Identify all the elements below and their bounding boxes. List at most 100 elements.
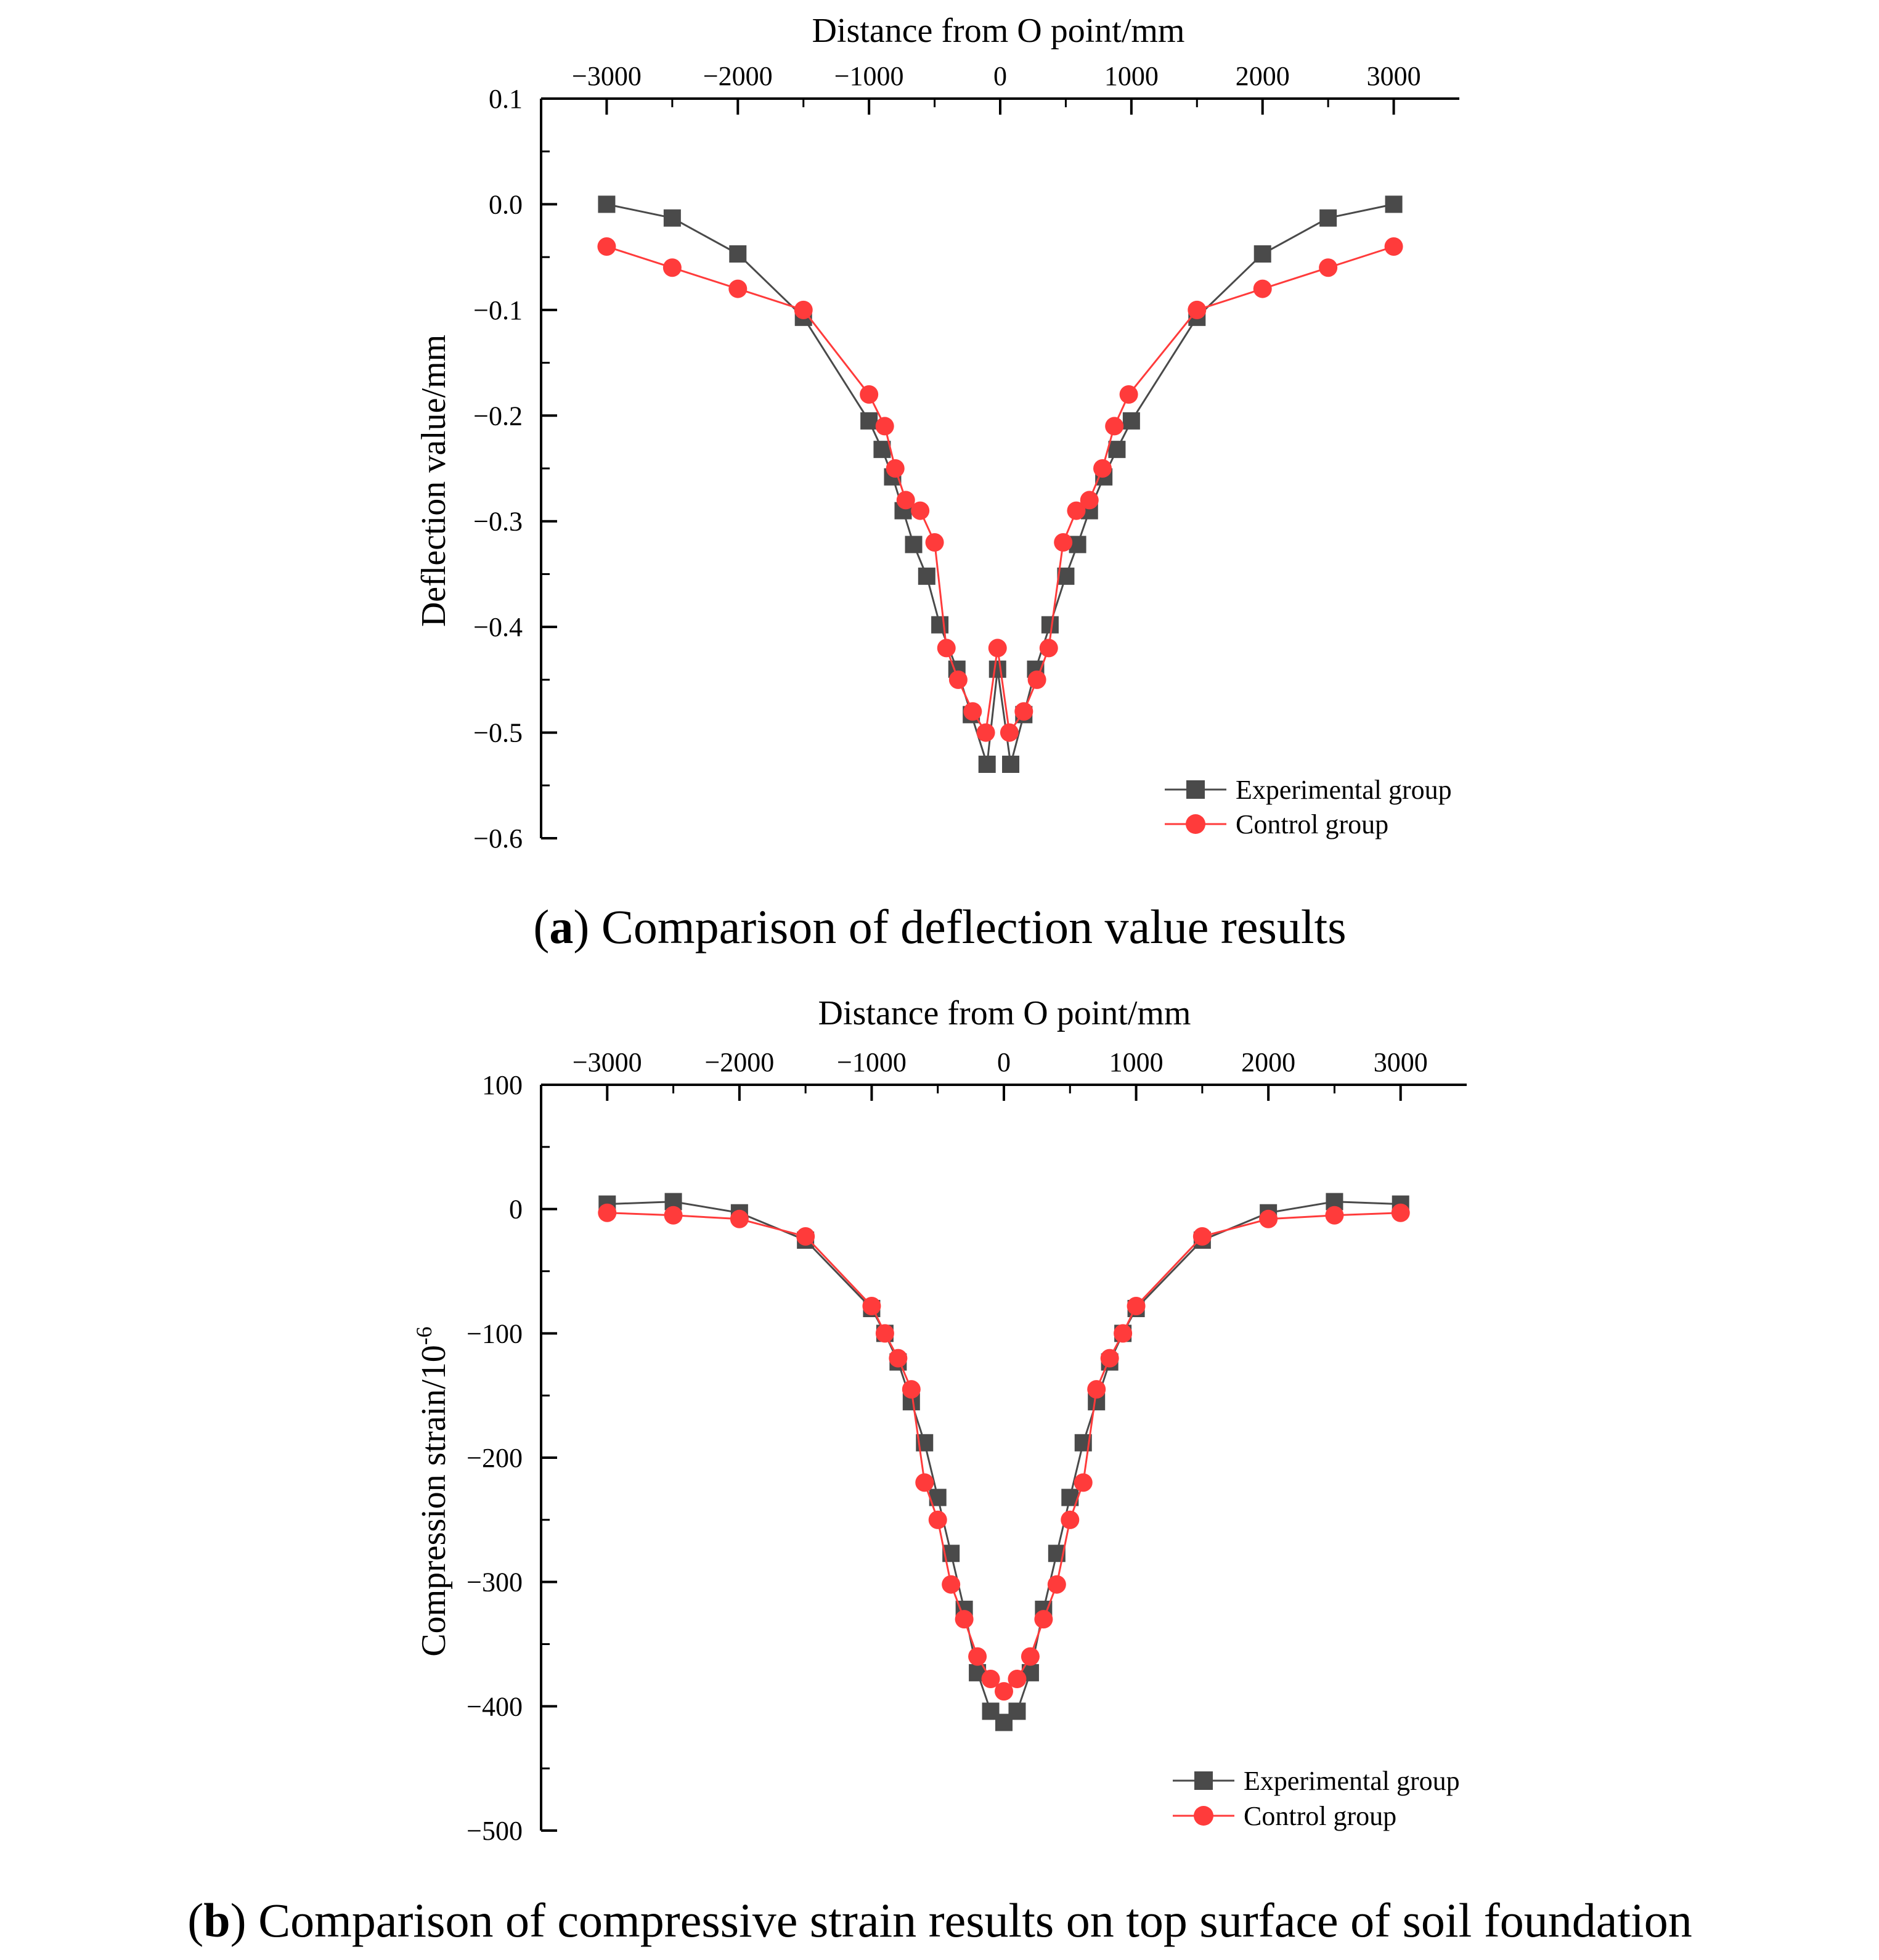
data-point-circle [942, 1575, 961, 1594]
data-point-circle [1127, 1296, 1146, 1315]
data-point-circle [1034, 1610, 1053, 1629]
data-point-circle [1114, 1324, 1133, 1343]
legend-label-experimental: Experimental group [1244, 1766, 1460, 1796]
data-point-square [1385, 195, 1403, 213]
data-point-circle [889, 1349, 908, 1368]
data-point-circle [662, 258, 682, 277]
panel-a-deflection-chart: Distance from O point/mm Deflection valu… [415, 12, 1459, 953]
data-point-square [931, 616, 949, 634]
data-point-square [873, 441, 891, 459]
panel-caption: (a) Comparison of deflection value resul… [533, 900, 1346, 953]
data-point-circle [1054, 533, 1073, 552]
data-point-circle [1008, 1669, 1027, 1688]
caption-letter: a [549, 900, 573, 953]
x-tick-label: −1000 [834, 61, 904, 91]
data-point-circle [1319, 258, 1338, 277]
data-point-square [1008, 1702, 1026, 1720]
data-point-circle [955, 1610, 974, 1629]
legend-marker-circle [1194, 1806, 1213, 1826]
caption-text: Comparison of deflection value results [589, 900, 1346, 953]
y-axis-title-base: Compression strain/10 [415, 1345, 453, 1657]
data-point-circle [1093, 459, 1112, 478]
y-tick-label: −0.6 [473, 823, 523, 854]
data-point-circle [1253, 279, 1272, 298]
data-point-square [729, 245, 747, 263]
legend-item-experimental: Experimental group [1173, 1766, 1460, 1796]
data-point-circle [1039, 639, 1058, 658]
data-point-square [1002, 756, 1020, 773]
x-tick-label: −2000 [703, 61, 773, 91]
data-point-circle [730, 1209, 749, 1228]
x-tick-label: 2000 [1236, 61, 1290, 91]
data-point-circle [875, 417, 894, 436]
data-point-circle [1384, 237, 1403, 256]
data-point-circle [1047, 1575, 1066, 1594]
data-point-square [988, 660, 1006, 678]
caption-close-paren: ) [230, 1893, 247, 1947]
data-point-square [1253, 245, 1271, 263]
data-point-circle [598, 1203, 617, 1222]
caption-close-paren: ) [573, 900, 589, 953]
series-control [597, 237, 1403, 742]
data-point-circle [1100, 1349, 1119, 1368]
x-tick-label: 2000 [1241, 1047, 1295, 1077]
data-point-circle [1087, 1380, 1106, 1399]
data-point-circle [948, 670, 968, 689]
x-tick-label: −3000 [573, 1047, 642, 1077]
data-point-circle [1105, 417, 1124, 436]
data-point-circle [1259, 1209, 1278, 1228]
data-point-circle [988, 639, 1007, 658]
x-tick-label: 1000 [1104, 61, 1159, 91]
data-point-circle [902, 1380, 921, 1399]
data-point-circle [968, 1647, 987, 1666]
data-point-circle [1188, 300, 1207, 319]
data-point-square [978, 756, 996, 773]
data-point-circle [1391, 1203, 1410, 1222]
axes: −3000 −2000 −1000 0 1000 2000 30001000−100−200… [467, 1047, 1467, 1846]
data-point-circle [1021, 1647, 1040, 1666]
y-tick-label: −200 [467, 1443, 523, 1473]
x-tick-label: 0 [993, 61, 1007, 91]
data-point-circle [911, 501, 930, 520]
data-point-square [1319, 209, 1337, 227]
data-point-circle [1067, 501, 1086, 520]
y-axis-title: Deflection value/mm [415, 335, 453, 627]
data-point-circle [1027, 670, 1046, 689]
legend: Experimental group Control group [1165, 775, 1452, 839]
y-tick-label: −400 [467, 1691, 523, 1721]
data-point-circle [1000, 723, 1019, 742]
caption-open-paren: ( [533, 900, 549, 953]
data-point-circle [875, 1324, 894, 1343]
legend-label-control: Control group [1236, 809, 1388, 839]
caption-open-paren: ( [187, 1893, 203, 1947]
data-point-circle [664, 1206, 683, 1225]
data-point-circle [860, 385, 879, 404]
panel-b-strain-chart: Distance from O point/mm Compression str… [187, 994, 1692, 1947]
y-tick-label: −300 [467, 1567, 523, 1598]
data-point-circle [995, 1682, 1013, 1701]
data-point-circle [1080, 491, 1099, 510]
data-point-circle [1074, 1473, 1093, 1492]
panel-caption: (b) Comparison of compressive strain res… [187, 1893, 1692, 1947]
data-point-square [918, 567, 935, 585]
legend-item-experimental: Experimental group [1165, 775, 1452, 805]
y-tick-label: −0.4 [473, 612, 523, 642]
data-point-circle [728, 279, 748, 298]
data-point-circle [896, 491, 915, 510]
data-point-circle [963, 702, 982, 721]
caption-letter: b [203, 1893, 230, 1947]
x-tick-label: 0 [997, 1047, 1011, 1077]
y-tick-label: 0.0 [489, 189, 523, 219]
y-tick-label: −0.5 [473, 718, 523, 748]
data-point-circle [915, 1473, 934, 1492]
legend-label-control: Control group [1244, 1801, 1396, 1831]
y-tick-label: 100 [482, 1070, 523, 1100]
legend-marker-square [1186, 780, 1205, 799]
y-axis-title-superscript: -6 [412, 1326, 436, 1345]
y-tick-label: −0.3 [473, 507, 523, 537]
y-tick-label: −100 [467, 1318, 523, 1349]
data-point-square [860, 412, 878, 430]
data-point-circle [1325, 1206, 1344, 1225]
